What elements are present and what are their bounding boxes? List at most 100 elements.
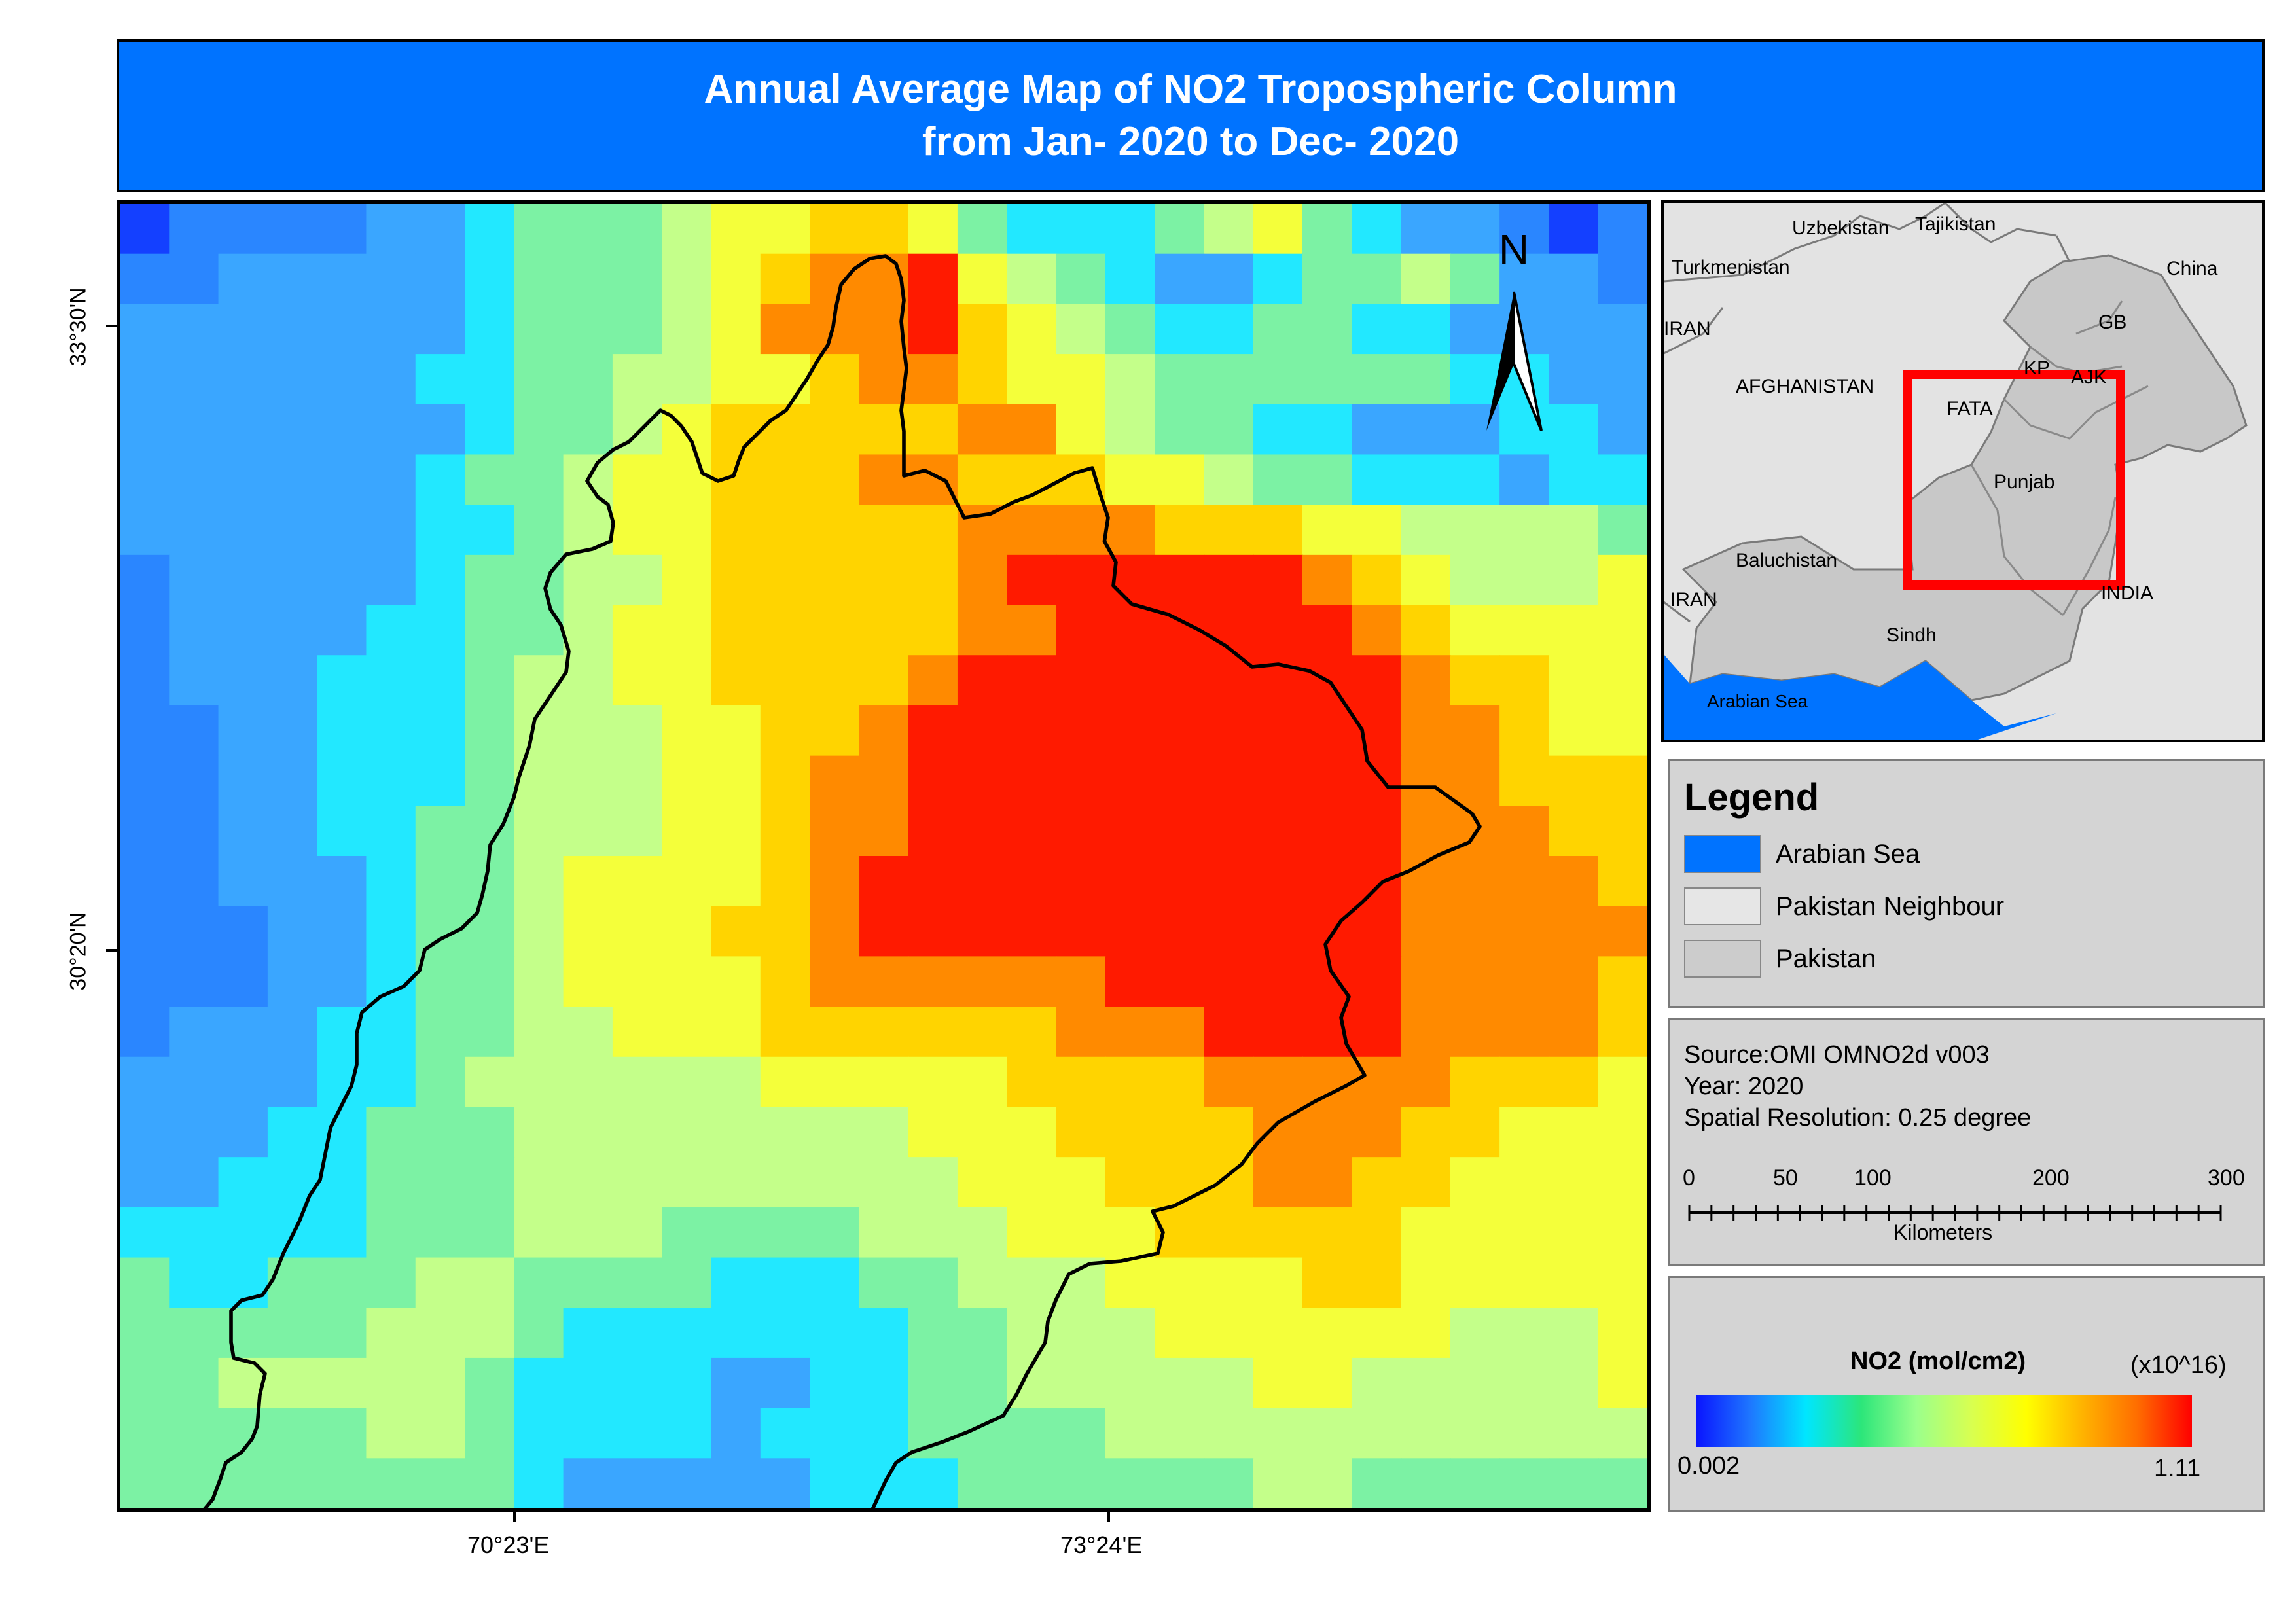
raster-cell [1401, 906, 1451, 957]
raster-cell [564, 354, 613, 405]
raster-cell [1007, 1458, 1056, 1508]
raster-cell [1105, 505, 1155, 556]
raster-cell [120, 655, 170, 706]
raster-cell [514, 1458, 564, 1508]
raster-cell [1352, 1157, 1401, 1208]
raster-cell [1598, 304, 1647, 355]
raster-cell [1450, 705, 1500, 757]
raster-cell [1007, 404, 1056, 455]
raster-cell [317, 705, 367, 757]
raster-cell [514, 204, 564, 255]
raster-cell [416, 1308, 465, 1359]
raster-cell [958, 1157, 1007, 1208]
raster-cell [711, 1007, 761, 1058]
raster-cell [366, 1408, 416, 1459]
raster-cell [1007, 204, 1056, 255]
raster-cell [1155, 354, 1204, 405]
raster-cell [268, 1258, 317, 1309]
raster-cell [761, 856, 810, 907]
raster-cell [1302, 1207, 1352, 1258]
inset-locator-map[interactable]: Uzbekistan Tajikistan Turkmenistan China… [1661, 200, 2265, 742]
raster-cell [268, 705, 317, 757]
raster-cell [1598, 756, 1647, 807]
raster-cell [1204, 1107, 1253, 1158]
raster-cell [564, 1408, 613, 1459]
legend-label-pakistan-neighbour: Pakistan Neighbour [1776, 892, 2004, 921]
raster-cell [761, 304, 810, 355]
raster-cell [416, 254, 465, 305]
raster-cell [465, 1308, 514, 1359]
raster-cell [1155, 1458, 1204, 1508]
raster-cell [1056, 655, 1106, 706]
scale-tick-label-50: 50 [1773, 1166, 1798, 1191]
raster-cell [268, 555, 317, 606]
raster-cell [1450, 254, 1500, 305]
raster-cell [317, 956, 367, 1007]
raster-cell [1549, 354, 1598, 405]
raster-cell [317, 806, 367, 857]
raster-cell [1302, 304, 1352, 355]
raster-cell [317, 906, 367, 957]
raster-cell [1499, 806, 1549, 857]
raster-cell [908, 856, 958, 907]
raster-cell [1105, 404, 1155, 455]
raster-cell [268, 254, 317, 305]
raster-cell [1007, 906, 1056, 957]
raster-cell [908, 1308, 958, 1359]
raster-cell [859, 1358, 908, 1409]
raster-cell [514, 505, 564, 556]
raster-cell [1204, 1308, 1253, 1359]
raster-cell [317, 454, 367, 505]
raster-cell [1056, 1107, 1106, 1158]
raster-cell [958, 454, 1007, 505]
main-map[interactable]: N [117, 200, 1651, 1512]
raster-cell [1302, 756, 1352, 807]
raster-cell [613, 354, 662, 405]
raster-cell [761, 555, 810, 606]
raster-cell [1499, 1057, 1549, 1108]
raster-cell [465, 605, 514, 656]
raster-cell [1253, 806, 1303, 857]
raster-cell [761, 1308, 810, 1359]
raster-cell [564, 254, 613, 305]
raster-cell [1549, 605, 1598, 656]
raster-cell [1056, 956, 1106, 1007]
raster-cell [1401, 1308, 1451, 1359]
raster-cell [1549, 254, 1598, 305]
raster-cell [416, 1458, 465, 1508]
raster-cell [219, 655, 268, 706]
raster-cell [1253, 1308, 1303, 1359]
raster-cell [1549, 1157, 1598, 1208]
raster-cell [1401, 1057, 1451, 1108]
raster-cell [1056, 354, 1106, 405]
raster-cell [711, 906, 761, 957]
raster-cell [958, 605, 1007, 656]
raster-cell [169, 204, 219, 255]
raster-cell [120, 806, 170, 857]
raster-cell [1598, 1207, 1647, 1258]
raster-cell [711, 1308, 761, 1359]
raster-cell [1105, 1258, 1155, 1309]
raster-cell [1302, 1408, 1352, 1459]
raster-cell [317, 354, 367, 405]
raster-cell [268, 806, 317, 857]
raster-cell [1155, 1308, 1204, 1359]
raster-cell [1056, 1157, 1106, 1208]
raster-cell [761, 254, 810, 305]
raster-cell [219, 906, 268, 957]
legend-item-pakistan-neighbour: Pakistan Neighbour [1684, 887, 2004, 926]
raster-cell [1401, 304, 1451, 355]
raster-cell [1450, 1107, 1500, 1158]
inset-map-svg [1664, 203, 2262, 740]
raster-cell [465, 354, 514, 405]
raster-cell [958, 304, 1007, 355]
raster-cell [1352, 555, 1401, 606]
raster-cell [1204, 705, 1253, 757]
raster-cell [1155, 956, 1204, 1007]
raster-cell [169, 756, 219, 807]
raster-cell [1598, 1358, 1647, 1409]
raster-cell [1499, 956, 1549, 1007]
raster-cell [1204, 1157, 1253, 1208]
raster-cell [1105, 605, 1155, 656]
raster-cell [810, 204, 859, 255]
